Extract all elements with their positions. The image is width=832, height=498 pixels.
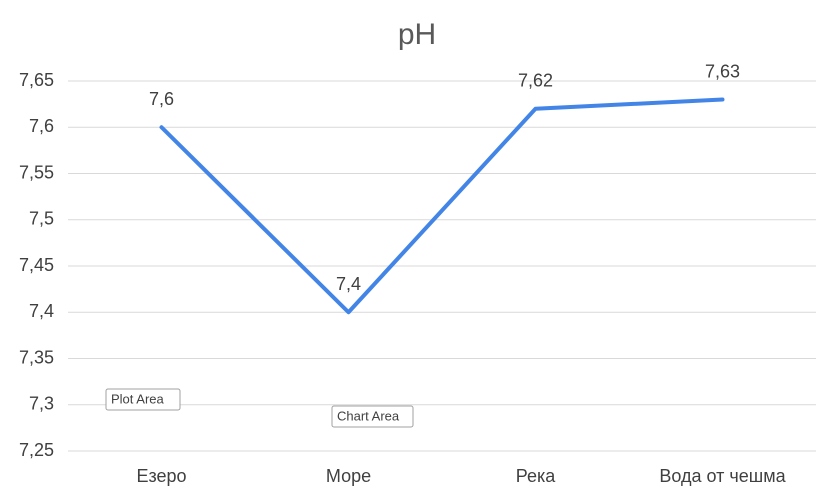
x-tick-label: Вода от чешма bbox=[659, 466, 786, 486]
data-label: 7,6 bbox=[149, 89, 174, 109]
y-tick-label: 7,55 bbox=[19, 162, 54, 182]
y-tick-label: 7,3 bbox=[29, 394, 54, 414]
y-tick-label: 7,4 bbox=[29, 301, 54, 321]
tooltip-box bbox=[105, 388, 181, 411]
y-tick-label: 7,5 bbox=[29, 209, 54, 229]
tooltip-box bbox=[331, 405, 414, 428]
y-tick-label: 7,65 bbox=[19, 70, 54, 90]
data-label: 7,4 bbox=[336, 274, 361, 294]
y-tick-label: 7,25 bbox=[19, 440, 54, 460]
y-tick-label: 7,45 bbox=[19, 255, 54, 275]
chart-title: pH bbox=[398, 18, 436, 51]
y-tick-label: 7,35 bbox=[19, 347, 54, 367]
line bbox=[159, 97, 725, 315]
y-tick-label: 7,6 bbox=[29, 116, 54, 136]
x-tick-label: Езеро bbox=[136, 466, 186, 486]
data-label: 7,62 bbox=[518, 71, 553, 91]
x-tick-label: Река bbox=[516, 466, 556, 486]
data-label: 7,63 bbox=[705, 61, 740, 81]
x-tick-label: Море bbox=[326, 466, 371, 486]
tooltip-text: Plot Area bbox=[111, 391, 165, 406]
tooltip-text: Chart Area bbox=[337, 408, 400, 423]
